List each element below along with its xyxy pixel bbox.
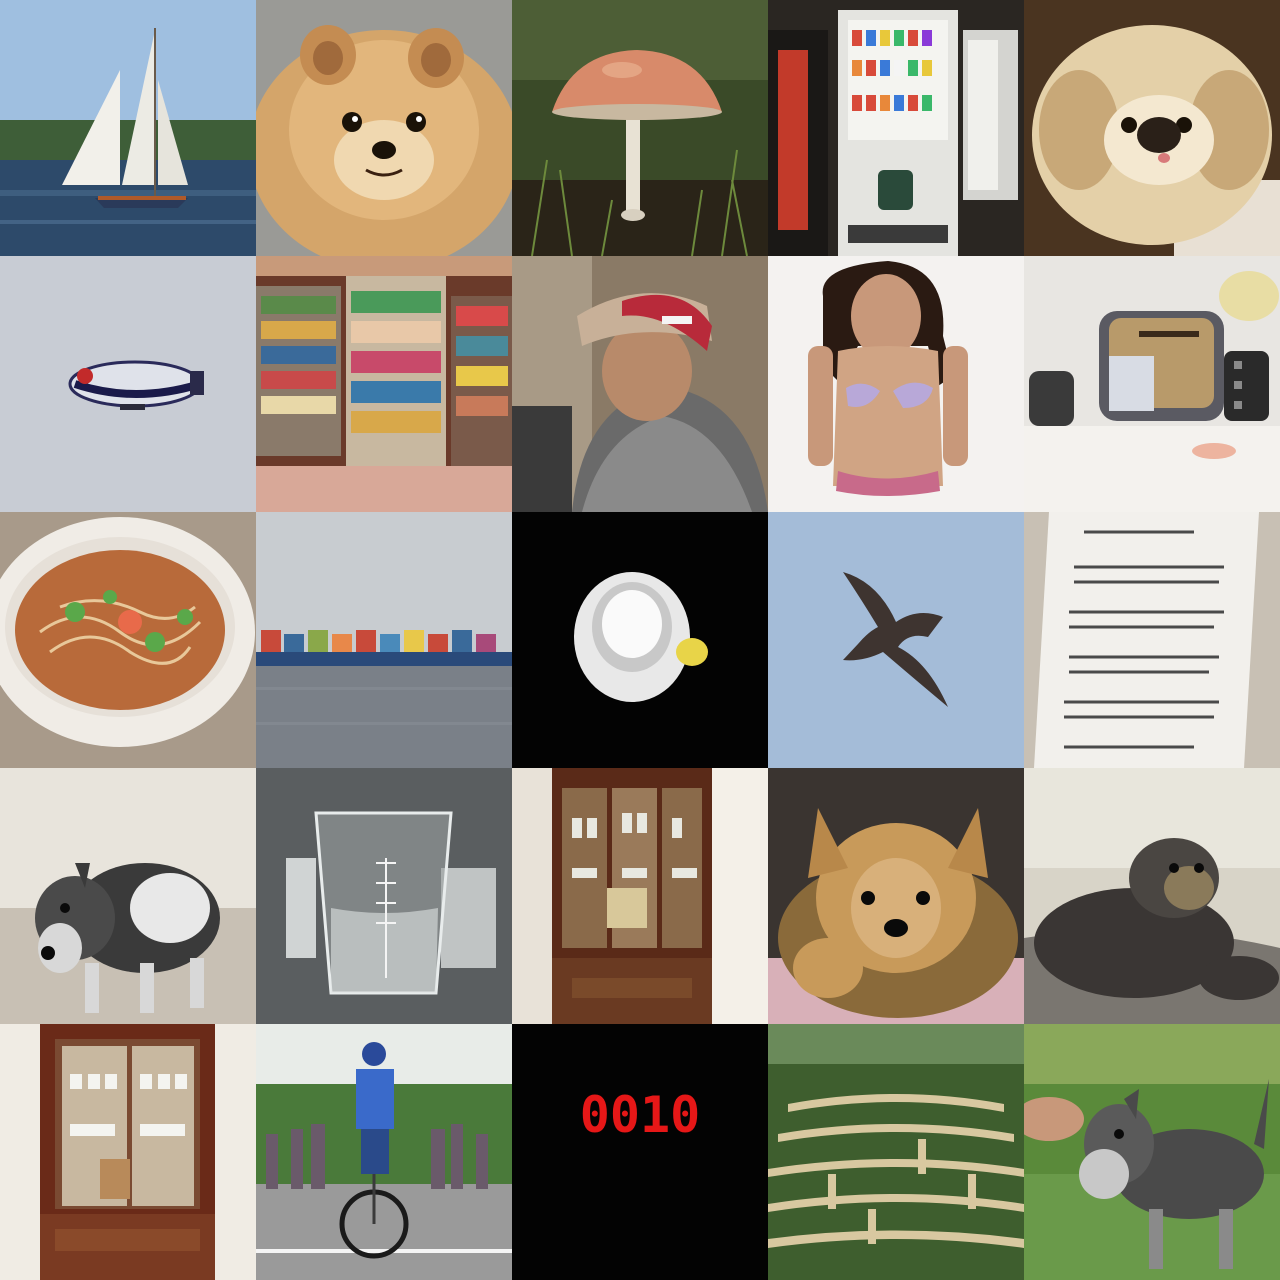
tile-hedge-maze <box>768 1024 1024 1280</box>
tile-schnauzer <box>1024 1024 1280 1280</box>
tile-person-with-helmet <box>512 256 768 512</box>
tile-container-ship <box>256 512 512 768</box>
tile-schnauzer <box>0 768 256 1024</box>
tile-bird-in-sky <box>768 512 1024 768</box>
tile-shop-shelves <box>256 256 512 512</box>
tile-unicycle-rider <box>256 1024 512 1280</box>
tile-china-cabinet <box>0 1024 256 1280</box>
tile-printed-document <box>1024 512 1280 768</box>
tile-toaster <box>1024 256 1280 512</box>
tile-sea-lion <box>1024 768 1280 1024</box>
tile-lamp-on-black <box>512 512 768 768</box>
tile-china-cabinet <box>512 768 768 1024</box>
tile-woman-in-bikini <box>768 256 1024 512</box>
tile-yorkshire-terrier <box>768 768 1024 1024</box>
tile-sailboat <box>0 0 256 256</box>
tile-glass-beaker <box>256 768 512 1024</box>
tile-pomeranian <box>256 0 512 256</box>
tile-pekingese <box>1024 0 1280 256</box>
tile-digital-clock: 0010 <box>512 1024 768 1280</box>
tile-airship <box>0 256 256 512</box>
tile-noodle-soup <box>0 512 256 768</box>
tile-vending-machine <box>768 0 1024 256</box>
clock-readout: 0010 <box>580 1086 700 1144</box>
tile-mushroom <box>512 0 768 256</box>
